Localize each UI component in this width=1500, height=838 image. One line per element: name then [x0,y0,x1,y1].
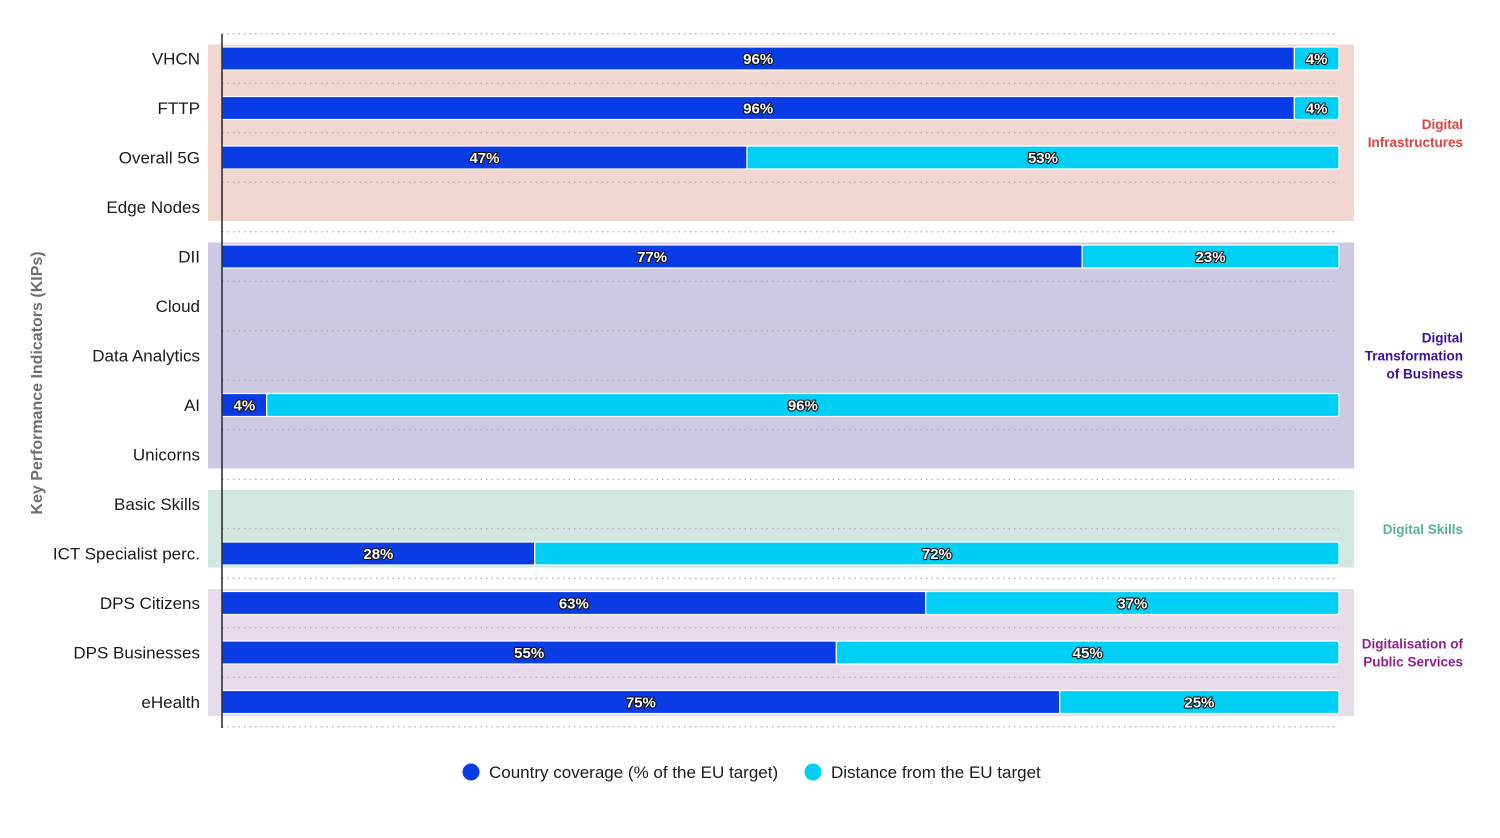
category-label: Cloud [156,297,200,316]
category-label: VHCN [152,50,200,69]
bar-label-coverage: 63% [559,596,589,613]
bar-label-coverage: 55% [514,645,544,662]
group-label: Digital [1422,117,1463,132]
group-label: Public Services [1363,655,1463,670]
bar-label-distance: 45% [1073,645,1103,662]
bar-label-distance: 4% [1306,101,1328,118]
bar-distance [746,145,1340,170]
bar-distance [835,640,1340,665]
bar-label-distance: 4% [1306,51,1328,68]
bars [221,46,1340,715]
category-label: Basic Skills [114,495,200,514]
group-label: Digitalisation of [1362,637,1464,652]
category-label: ICT Specialist perc. [53,545,200,564]
category-label: AI [184,396,200,415]
group-label: Digital [1422,331,1463,346]
category-label: DPS Businesses [73,644,200,663]
axis: Key Performance Indicators (KIPs) [29,34,223,728]
bar-label-coverage: 4% [233,398,255,415]
legend-label[interactable]: Country coverage (% of the EU target) [489,763,778,782]
category-label: DII [178,248,200,267]
bar-distance [1293,46,1340,71]
bar-label-distance: 72% [922,546,952,563]
bar-distance [266,392,1340,418]
bar-distance [1293,95,1340,121]
labels: Digital Infrastructures Digital Transformat… [53,50,1464,713]
category-label: DPS Citizens [100,594,200,613]
bar-distance [925,590,1340,616]
bar-distance [1059,689,1340,715]
group-band-0 [208,44,1354,221]
group-band-1 [208,242,1354,469]
bar-label-coverage: 75% [626,695,656,712]
bar-label-distance: 25% [1184,695,1214,712]
bar-label-coverage: 47% [469,150,499,167]
bar-label-distance: 23% [1196,249,1226,266]
legend-marker [462,763,480,781]
category-label: eHealth [141,693,200,712]
category-label: Data Analytics [92,347,200,366]
bar-distance [534,541,1340,566]
group-bands [208,44,1354,716]
legend-marker [804,763,822,781]
bar-label-distance: 53% [1028,150,1058,167]
category-label: FTTP [158,99,201,118]
group-label: Infrastructures [1368,135,1463,150]
category-label: Edge Nodes [106,198,200,217]
legend-label[interactable]: Distance from the EU target [831,763,1041,782]
bar-label-coverage: 28% [363,546,393,563]
y-axis-title: Key Performance Indicators (KIPs) [29,251,46,514]
bar-label-distance: 37% [1117,596,1147,613]
legend[interactable]: Country coverage (% of the EU target) Dis… [462,763,1042,782]
bar-label-coverage: 77% [637,249,667,266]
bar-distance [1081,244,1340,269]
bar-label-distance: 96% [788,398,818,415]
category-label: Overall 5G [119,149,200,168]
group-label: of Business [1386,367,1463,382]
bar-label-coverage: 96% [743,51,773,68]
group-label: Transformation [1365,349,1463,364]
category-label: Unicorns [133,446,200,465]
gridlines [222,33,1339,728]
bar-label-coverage: 96% [743,101,773,118]
group-label: Digital Skills [1383,522,1463,537]
